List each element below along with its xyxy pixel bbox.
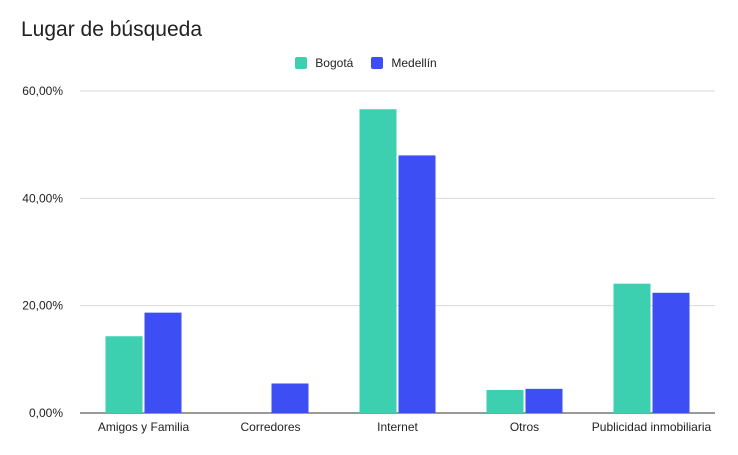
x-tick-label: Publicidad inmobiliaria [592, 420, 712, 434]
x-tick-label: Corredores [240, 420, 300, 434]
bar [105, 336, 143, 413]
legend: Bogotá Medellín [0, 54, 738, 72]
bar [398, 155, 436, 413]
legend-item-bogota[interactable]: Bogotá [295, 54, 353, 72]
y-tick-label: 40,00% [22, 191, 63, 205]
bar [525, 388, 563, 413]
legend-label-medellin: Medellín [391, 56, 437, 70]
bar [652, 292, 690, 413]
legend-swatch-bogota [295, 57, 308, 69]
bar [359, 109, 397, 413]
bar [613, 283, 651, 413]
x-tick-label: Amigos y Familia [98, 420, 190, 434]
legend-swatch-medellin [371, 57, 384, 69]
bar [144, 312, 182, 413]
y-tick-label: 20,00% [22, 299, 63, 313]
x-tick-label: Internet [377, 420, 418, 434]
legend-label-bogota: Bogotá [315, 56, 354, 70]
bar [486, 389, 524, 413]
y-tick-label: 60,00% [22, 84, 63, 98]
bar [271, 383, 309, 413]
chart-title: Lugar de búsqueda [21, 18, 202, 41]
x-tick-label: Otros [510, 420, 539, 434]
y-tick-label: 0,00% [29, 406, 63, 420]
legend-item-medellin[interactable]: Medellín [371, 54, 437, 72]
